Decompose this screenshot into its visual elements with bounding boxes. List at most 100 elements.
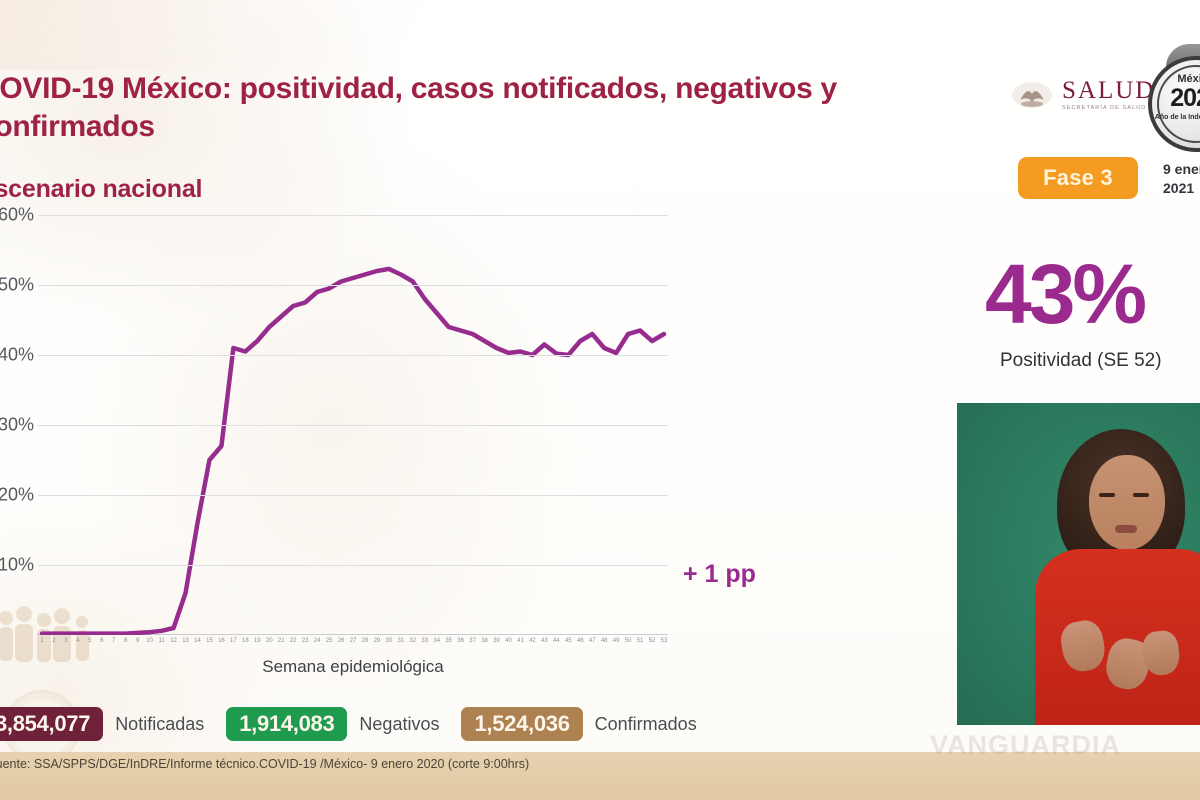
chart-x-tick-label: 27 <box>349 638 357 644</box>
chart-change-annotation: + 1 pp <box>683 560 756 588</box>
chart-gridline <box>38 425 668 426</box>
positivity-kpi-label: Positividad (SE 52) <box>1000 350 1162 371</box>
page-title: COVID-19 México: positividad, casos noti… <box>0 72 837 143</box>
chart-x-tick-label: 4 <box>76 638 80 644</box>
chart-x-axis-line <box>38 634 668 635</box>
chart-y-tick-label: 20% <box>0 484 34 505</box>
salud-wordmark: SALUD <box>1062 77 1156 104</box>
chart-y-tick-label: 40% <box>0 344 34 365</box>
chart-x-axis-ticks: 1 2 3 4 5 6 7 8 9 10 11 12 13 14 15 16 17 18 19 20 21 22 23 24 2… <box>38 636 668 652</box>
chart-y-tick-label: 30% <box>0 414 34 435</box>
chart-x-tick-label: 50 <box>624 638 632 644</box>
chart-x-tick-label: 47 <box>588 638 596 644</box>
interpreter-mouth <box>1115 525 1137 533</box>
salud-logo: SALUD SECRETARÍA DE SALUD <box>1010 78 1155 112</box>
chart-x-tick-label: 29 <box>373 638 381 644</box>
chart-y-axis-labels: 10% 20% 30% 40% 50% 60% <box>0 205 34 635</box>
chart-x-tick-label: 17 <box>230 638 237 644</box>
chart-x-tick-label: 49 <box>612 638 620 644</box>
chart-x-tick-label: 14 <box>194 638 201 644</box>
chart-x-tick-label: 40 <box>505 638 512 644</box>
chart-x-tick-label: 41 <box>517 638 524 644</box>
chart-line-path <box>39 266 667 635</box>
positivity-kpi-value: 43% <box>985 247 1147 341</box>
chart-plot-area <box>38 215 668 635</box>
source-citation: Fuente: SSA/SPPS/DGE/InDRE/Informe técni… <box>0 757 530 771</box>
sign-language-interpreter-video[interactable] <box>957 403 1200 725</box>
stat-caption-notificadas: Notificadas <box>115 713 205 734</box>
chart-x-tick-label: 30 <box>385 638 393 644</box>
chart-x-tick-label: 23 <box>301 638 309 644</box>
chart-series-positividad <box>39 266 667 635</box>
chart-x-tick-label: 8 <box>124 638 128 644</box>
chart-x-tick-label: 1 <box>40 638 44 644</box>
chart-y-tick-label: 10% <box>0 554 34 575</box>
chart-x-tick-label: 5 <box>88 638 92 644</box>
footer-band <box>0 752 1200 800</box>
chart-x-tick-label: 43 <box>541 638 548 644</box>
chart-x-tick-label: 18 <box>242 638 249 644</box>
chart-x-tick-label: 15 <box>206 638 213 644</box>
mexican-eagle-icon <box>1012 81 1052 108</box>
stat-caption-negativos: Negativos <box>359 713 440 734</box>
seal-year: 2021 <box>1170 84 1200 112</box>
chart-x-tick-label: 32 <box>409 638 417 644</box>
seal-label: México <box>1177 73 1200 85</box>
positivity-line-chart: 10% 20% 30% 40% 50% 60% 1 2 3 4 5 6 7 8 9 10 11 12 13 14 15… <box>0 205 756 677</box>
chart-x-tick-label: 7 <box>112 638 116 644</box>
mexico-2021-seal: México 2021 Año de la Independencia <box>1148 44 1200 152</box>
stat-pill-confirmados: 1,524,036 <box>461 707 583 741</box>
chart-x-tick-label: 2 <box>52 638 56 644</box>
chart-x-tick-label: 10 <box>146 638 153 644</box>
interpreter-eye-left <box>1099 493 1115 497</box>
chart-x-tick-label: 38 <box>481 638 488 644</box>
stat-pill-notificadas: 3,854,077 <box>0 707 104 741</box>
chart-x-tick-label: 19 <box>253 638 261 644</box>
summary-stats-bar: 3,854,077 Notificadas 1,914,083 Negativos 1,… <box>0 707 719 741</box>
chart-x-tick-label: 45 <box>564 638 572 644</box>
chart-x-tick-label: 26 <box>337 638 345 644</box>
phase-badge: Fase 3 <box>1018 157 1138 199</box>
stat-caption-confirmados: Confirmados <box>594 713 697 734</box>
page-subtitle: Escenario nacional <box>0 175 203 203</box>
chart-x-tick-label: 28 <box>361 638 369 644</box>
chart-x-tick-label: 44 <box>553 638 560 644</box>
interpreter-eye-right <box>1133 493 1149 497</box>
chart-x-tick-label: 48 <box>600 638 608 644</box>
chart-gridline <box>38 495 668 496</box>
chart-y-tick-label: 60% <box>0 204 34 225</box>
chart-x-tick-label: 52 <box>648 638 656 644</box>
chart-x-tick-label: 37 <box>469 638 476 644</box>
chart-y-tick-label: 50% <box>0 274 34 295</box>
chart-x-tick-label: 24 <box>313 638 321 644</box>
chart-gridline <box>38 355 668 356</box>
chart-x-tick-label: 3 <box>64 638 68 644</box>
chart-x-tick-label: 35 <box>445 638 453 644</box>
chart-x-tick-label: 20 <box>265 638 273 644</box>
chart-x-tick-label: 11 <box>158 638 165 644</box>
chart-gridline <box>38 215 668 216</box>
background-swoosh <box>0 0 585 70</box>
chart-x-tick-label: 53 <box>660 638 668 644</box>
chart-x-tick-label: 22 <box>289 638 297 644</box>
stat-pill-negativos: 1,914,083 <box>226 707 348 741</box>
chart-x-tick-label: 21 <box>277 638 285 644</box>
chart-x-tick-label: 31 <box>397 638 405 644</box>
chart-x-tick-label: 6 <box>100 638 104 644</box>
chart-x-tick-label: 36 <box>457 638 464 644</box>
chart-x-tick-label: 33 <box>421 638 429 644</box>
chart-gridline <box>38 285 668 286</box>
chart-x-tick-label: 46 <box>576 638 584 644</box>
chart-gridline <box>38 565 668 566</box>
chart-x-tick-label: 42 <box>529 638 536 644</box>
interpreter-face <box>1089 455 1165 550</box>
report-date: 9 enero2021 <box>1163 161 1200 196</box>
chart-x-tick-label: 16 <box>218 638 225 644</box>
salud-subtitle: SECRETARÍA DE SALUD <box>1062 105 1147 111</box>
chart-x-tick-label: 13 <box>182 638 189 644</box>
chart-x-tick-label: 51 <box>636 638 644 644</box>
chart-x-tick-label: 39 <box>493 638 500 644</box>
chart-x-tick-label: 25 <box>325 638 333 644</box>
chart-x-tick-label: 34 <box>433 638 441 644</box>
